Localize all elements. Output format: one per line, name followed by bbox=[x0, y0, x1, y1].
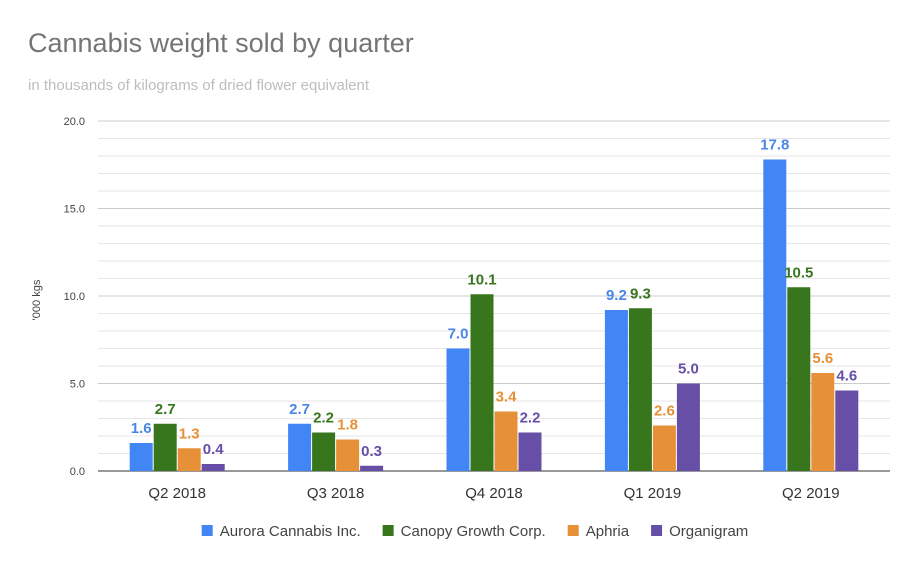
bar bbox=[787, 287, 811, 471]
y-tick-label: 15.0 bbox=[64, 204, 85, 216]
bar bbox=[811, 373, 835, 471]
bar bbox=[312, 432, 336, 471]
data-label: 2.6 bbox=[654, 403, 675, 420]
x-axis-categories: Q2 2018 Q3 2018 Q4 2018 Q1 2019 Q2 2019 bbox=[148, 485, 839, 502]
data-label: 17.8 bbox=[760, 137, 789, 154]
legend-label: Organigram bbox=[669, 523, 748, 540]
legend-swatch bbox=[651, 525, 663, 536]
bar bbox=[494, 411, 518, 471]
bar bbox=[446, 348, 470, 471]
y-tick-label: 0.0 bbox=[70, 466, 85, 478]
x-category-label: Q4 2018 bbox=[465, 485, 523, 502]
bar bbox=[177, 448, 201, 471]
x-category-label: Q3 2018 bbox=[307, 485, 365, 502]
data-label: 5.0 bbox=[678, 361, 699, 378]
data-label: 5.6 bbox=[812, 350, 833, 367]
data-label: 9.2 bbox=[606, 287, 627, 304]
legend-item: Aphria bbox=[567, 523, 630, 540]
bar bbox=[336, 439, 360, 471]
chart-subtitle: in thousands of kilograms of dried flowe… bbox=[28, 77, 370, 94]
legend-item: Organigram bbox=[651, 523, 748, 540]
y-tick-label: 20.0 bbox=[64, 116, 85, 128]
data-label: 3.4 bbox=[496, 389, 518, 406]
legend-label: Aurora Cannabis Inc. bbox=[220, 523, 361, 540]
bars bbox=[129, 159, 859, 471]
bar bbox=[518, 432, 542, 471]
data-label: 1.6 bbox=[131, 420, 152, 437]
legend-item: Aurora Cannabis Inc. bbox=[201, 523, 361, 540]
data-label: 10.1 bbox=[467, 271, 496, 288]
y-tick-label: 10.0 bbox=[64, 291, 85, 303]
gridlines bbox=[98, 120, 890, 472]
bar bbox=[763, 159, 787, 471]
data-label: 7.0 bbox=[448, 326, 469, 343]
chart-title: Cannabis weight sold by quarter bbox=[28, 28, 414, 58]
bar bbox=[360, 465, 384, 471]
y-axis-ticks: 0.0 5.0 10.0 15.0 20.0 bbox=[64, 116, 85, 478]
legend-label: Canopy Growth Corp. bbox=[401, 523, 546, 540]
data-label: 2.7 bbox=[155, 401, 176, 418]
data-label: 2.7 bbox=[289, 401, 310, 418]
bar bbox=[288, 423, 312, 471]
bar bbox=[201, 464, 225, 471]
bar bbox=[652, 425, 676, 471]
data-label: 0.4 bbox=[203, 441, 225, 458]
data-label: 0.3 bbox=[361, 443, 382, 460]
bar bbox=[628, 308, 652, 471]
legend-swatch bbox=[567, 525, 579, 536]
legend-label: Aphria bbox=[586, 523, 630, 540]
data-label: 4.6 bbox=[836, 368, 857, 385]
data-labels: 1.62.71.30.42.72.2 1.80.37.010.13.42.29.2… bbox=[131, 137, 857, 460]
data-label: 9.3 bbox=[630, 285, 651, 302]
legend: Aurora Cannabis Inc. Canopy Growth Corp. A… bbox=[201, 523, 748, 540]
bar bbox=[835, 390, 859, 471]
x-category-label: Q2 2019 bbox=[782, 485, 840, 502]
bar bbox=[153, 423, 177, 471]
data-label: 1.8 bbox=[337, 417, 358, 434]
bar bbox=[129, 443, 153, 471]
y-axis-label: '000 kgs bbox=[31, 279, 43, 320]
data-label: 2.2 bbox=[313, 410, 334, 427]
bar bbox=[676, 383, 700, 471]
data-label: 10.5 bbox=[784, 264, 813, 281]
legend-item: Canopy Growth Corp. bbox=[382, 523, 546, 540]
data-label: 2.2 bbox=[520, 410, 541, 427]
y-tick-label: 5.0 bbox=[70, 379, 85, 391]
x-category-label: Q1 2019 bbox=[624, 485, 682, 502]
bar bbox=[470, 294, 494, 471]
x-category-label: Q2 2018 bbox=[148, 485, 206, 502]
legend-swatch bbox=[382, 525, 394, 536]
data-label: 1.3 bbox=[179, 425, 200, 442]
bar bbox=[604, 310, 628, 471]
legend-swatch bbox=[201, 525, 213, 536]
